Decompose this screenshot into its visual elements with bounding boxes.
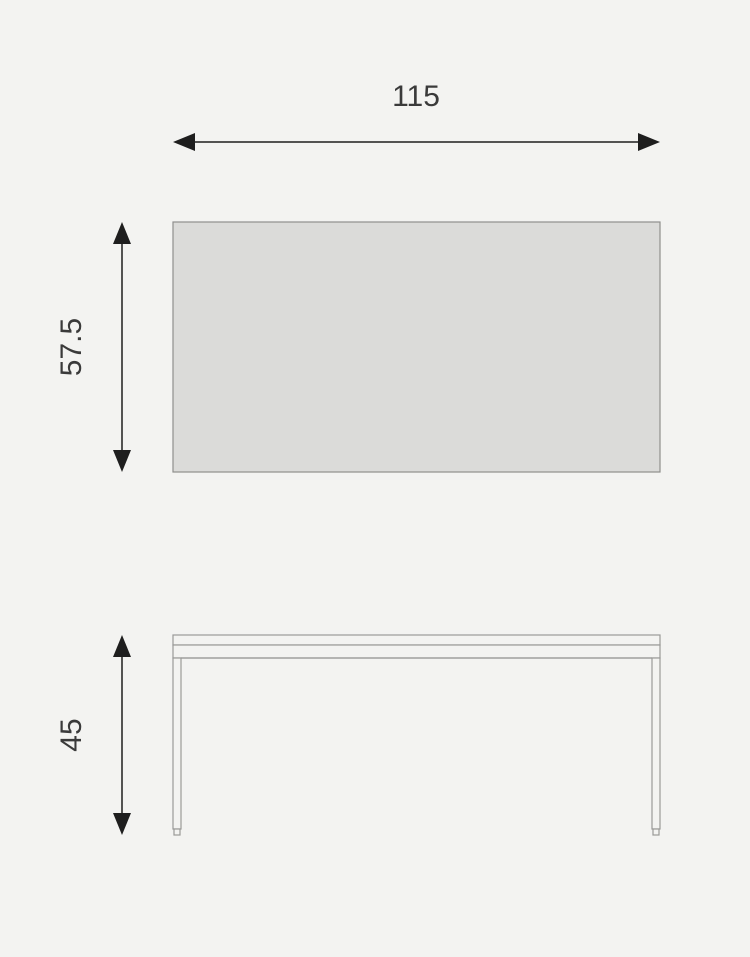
dimension-drawing — [0, 0, 750, 957]
dimension-label-height: 45 — [55, 718, 89, 751]
dimension-label-depth: 57.5 — [55, 318, 89, 376]
dimension-label-width: 115 — [392, 80, 440, 114]
